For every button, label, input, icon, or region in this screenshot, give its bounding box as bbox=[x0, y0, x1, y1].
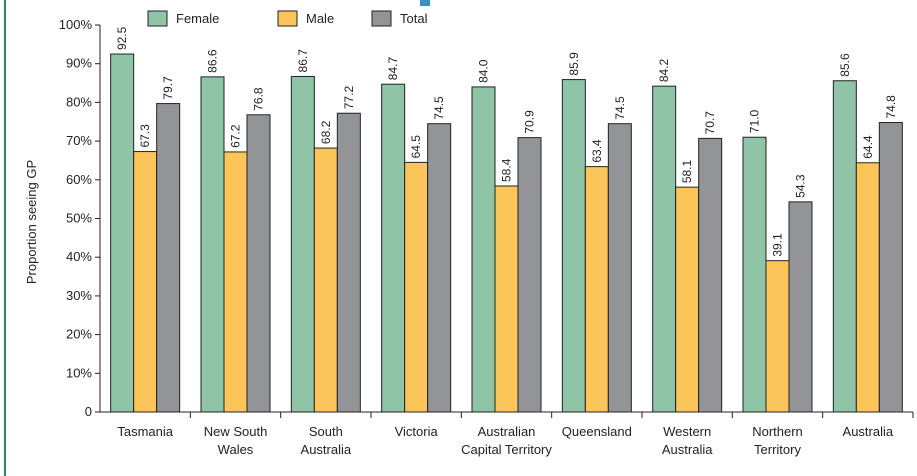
bar-female bbox=[652, 85, 677, 413]
x-tick-label: Victoria bbox=[395, 424, 439, 439]
data-label: 39.1 bbox=[771, 233, 785, 257]
data-label: 84.0 bbox=[477, 59, 491, 83]
data-label: 67.3 bbox=[138, 124, 152, 148]
x-tick-label: Northern Territory bbox=[752, 424, 803, 457]
bar-male bbox=[855, 162, 880, 413]
data-label: 67.2 bbox=[229, 124, 243, 148]
data-label: 85.6 bbox=[838, 53, 852, 77]
data-label: 63.4 bbox=[590, 139, 604, 163]
y-tick-label: 50% bbox=[66, 211, 92, 226]
x-tick-label: Western Australia bbox=[662, 424, 713, 457]
legend-swatch-female bbox=[147, 10, 168, 27]
bar-total bbox=[246, 114, 271, 413]
y-tick-label: 70% bbox=[66, 133, 92, 148]
bar-total bbox=[336, 112, 361, 413]
x-tick-label: South Australia bbox=[301, 424, 352, 457]
data-label: 70.9 bbox=[523, 110, 537, 134]
bar-total bbox=[156, 103, 181, 413]
data-label: 54.3 bbox=[794, 174, 808, 198]
data-label: 64.4 bbox=[861, 135, 875, 159]
y-tick-label: 100% bbox=[59, 17, 93, 32]
bar-male bbox=[133, 151, 158, 413]
bar-male bbox=[675, 186, 700, 413]
data-label: 74.8 bbox=[884, 95, 898, 119]
data-label: 68.2 bbox=[319, 120, 333, 144]
chart-legend: Female Male Total bbox=[147, 10, 428, 27]
y-tick-label: 60% bbox=[66, 172, 92, 187]
bar-male bbox=[223, 151, 248, 413]
y-tick-label: 40% bbox=[66, 249, 92, 264]
data-label: 79.7 bbox=[161, 76, 175, 100]
y-tick-label: 0 bbox=[85, 404, 92, 419]
chart-axes: 0 10% 20% 30% 40% 50% 60% 70% 80% 90% 100% Tasmania… bbox=[59, 17, 914, 457]
legend-label-female: Female bbox=[176, 11, 219, 26]
data-label: 77.2 bbox=[342, 86, 356, 110]
bar-female bbox=[471, 86, 496, 413]
data-label: 74.5 bbox=[613, 96, 627, 120]
data-label: 86.7 bbox=[296, 49, 310, 73]
legend-label-male: Male bbox=[306, 11, 334, 26]
bar-female bbox=[561, 79, 586, 413]
data-label: 85.9 bbox=[567, 52, 581, 76]
bar-total bbox=[607, 123, 632, 413]
bar-total bbox=[698, 137, 723, 413]
x-tick-label: Tasmania bbox=[117, 424, 173, 439]
y-tick-label: 30% bbox=[66, 288, 92, 303]
bar-female bbox=[381, 83, 406, 413]
bar-total bbox=[788, 201, 813, 413]
bar-male bbox=[313, 147, 338, 413]
y-axis-label: Proportion seeing GP bbox=[24, 160, 39, 284]
legend-swatch-total bbox=[371, 10, 392, 27]
frame-accent-line bbox=[4, 0, 6, 476]
bar-male bbox=[765, 260, 790, 413]
x-tick-label: Australian Capital Territory bbox=[461, 424, 552, 457]
title-fragment bbox=[420, 0, 430, 6]
legend-label-total: Total bbox=[400, 11, 428, 26]
data-label: 64.5 bbox=[409, 135, 423, 159]
bar-female bbox=[742, 136, 767, 413]
bar-female bbox=[200, 76, 225, 413]
data-label: 70.7 bbox=[703, 111, 717, 135]
bar-female bbox=[832, 80, 857, 413]
x-tick-label: Australia bbox=[843, 424, 894, 439]
data-label: 58.4 bbox=[500, 158, 514, 182]
data-label: 86.6 bbox=[206, 49, 220, 73]
x-tick-label: Queensland bbox=[562, 424, 632, 439]
data-label: 92.5 bbox=[115, 26, 129, 50]
chart-bars: 92.5 67.3 79.7 86.6 67.2 76.8 86.7 68.2 77.2 84.7… bbox=[110, 26, 903, 413]
y-tick-label: 20% bbox=[66, 327, 92, 342]
bar-total bbox=[427, 123, 452, 413]
y-tick-label: 10% bbox=[66, 365, 92, 380]
y-tick-label: 90% bbox=[66, 56, 92, 71]
y-tick-label: 80% bbox=[66, 94, 92, 109]
bar-total bbox=[878, 122, 903, 413]
data-label: 84.7 bbox=[386, 57, 400, 81]
bar-total bbox=[517, 137, 542, 413]
bar-female bbox=[110, 53, 135, 413]
data-label: 76.8 bbox=[252, 87, 266, 111]
data-label: 84.2 bbox=[657, 58, 671, 82]
bar-female bbox=[290, 75, 315, 413]
legend-swatch-male bbox=[277, 10, 298, 27]
bar-male bbox=[494, 185, 519, 413]
data-label: 74.5 bbox=[432, 96, 446, 120]
data-label: 71.0 bbox=[748, 110, 762, 134]
bar-male bbox=[404, 161, 429, 413]
bar-male bbox=[584, 166, 609, 413]
data-label: 58.1 bbox=[680, 159, 694, 183]
x-tick-label: New South Wales bbox=[204, 424, 268, 457]
